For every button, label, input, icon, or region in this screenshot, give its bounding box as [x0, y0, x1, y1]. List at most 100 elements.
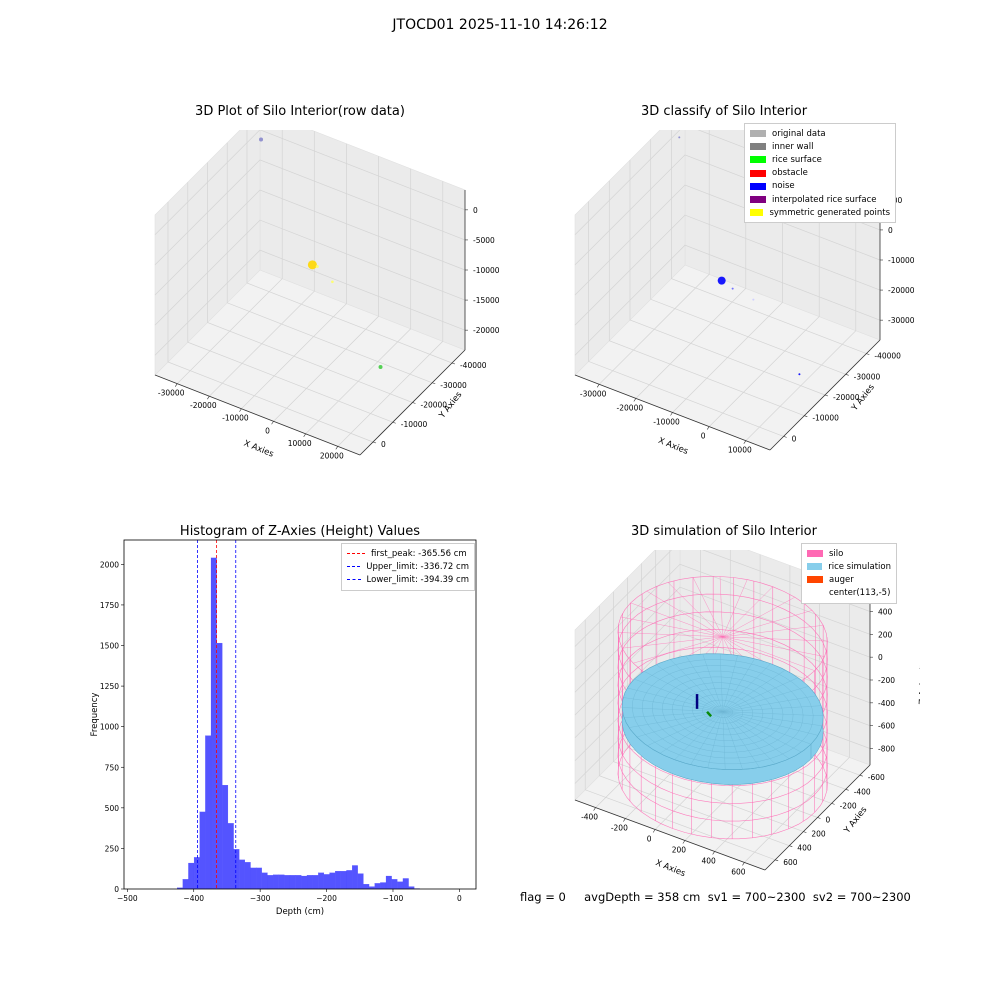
histogram-bar	[295, 875, 302, 890]
silo-spoke	[667, 582, 723, 637]
y-tick-label: -10000	[401, 420, 428, 429]
gridline-y	[650, 139, 846, 375]
silo-spoke	[620, 616, 723, 638]
y-tick-label: -600	[868, 773, 885, 782]
plot1-title: 3D Plot of Silo Interior(row data)	[195, 104, 405, 119]
silo-spoke	[722, 636, 825, 657]
legend-line	[347, 579, 361, 581]
y-tick	[432, 382, 436, 385]
rice-mesh	[647, 711, 723, 746]
rice-mesh	[719, 653, 723, 712]
histogram-bar	[323, 874, 330, 890]
histogram-bar	[357, 873, 364, 890]
histogram-bar	[312, 875, 319, 890]
legend-swatch	[807, 550, 823, 558]
data-point	[752, 298, 755, 301]
y-tick	[845, 374, 849, 376]
x-tick	[712, 851, 715, 855]
rice-mesh	[722, 711, 760, 768]
legend-item-auger: auger	[807, 573, 891, 586]
rice-mesh	[629, 711, 723, 728]
x-tick	[743, 440, 747, 444]
rice-mesh	[685, 655, 723, 712]
z-tick-label: 200	[878, 630, 893, 639]
x-tick-label: 20000	[320, 451, 344, 460]
rice-mesh	[634, 678, 723, 712]
y-tick-label: 1750	[100, 601, 119, 610]
gridline-z	[574, 184, 881, 296]
histogram-bar	[273, 874, 279, 890]
rice-mesh	[722, 663, 771, 712]
rice-mesh	[722, 655, 738, 712]
y-tick	[845, 789, 849, 791]
y-tick	[412, 402, 416, 404]
histogram-bar	[193, 857, 200, 890]
y-tick-label: -20000	[833, 393, 860, 402]
x-tick	[652, 829, 656, 833]
legend-swatch	[750, 169, 766, 177]
z-tick-label: -800	[878, 744, 895, 753]
gridline-y	[608, 180, 805, 417]
histogram-bar	[374, 883, 381, 890]
x-tick-label: 0	[265, 426, 270, 435]
rice-mesh	[722, 711, 743, 770]
histogram-chart: −500 −400 −300 −200 −100 0 0 250 500 750 1000 1250 1…	[90, 539, 477, 917]
x-tick-label: 0	[701, 432, 706, 441]
legend-item-interpolated: interpolated rice surface	[750, 193, 890, 206]
histogram-bar	[284, 875, 291, 890]
x-tick	[174, 383, 178, 387]
rice-mesh	[722, 711, 812, 745]
data-point	[259, 137, 264, 142]
rice-mesh	[722, 711, 776, 765]
gridline-z	[154, 130, 466, 236]
rice-mesh	[627, 687, 723, 712]
y-tick-label: -40000	[874, 352, 901, 361]
rice-mesh	[623, 697, 723, 712]
legend-swatch	[750, 130, 766, 138]
y-tick-label: 2000	[100, 560, 119, 569]
z-tick-label: -30000	[888, 316, 915, 325]
x-axis-line	[574, 799, 766, 871]
z-tick-label: 0	[878, 653, 883, 662]
silo-spoke	[722, 579, 748, 637]
x-tick	[303, 433, 306, 437]
histogram-bar	[188, 862, 195, 890]
data-point	[717, 276, 726, 285]
histogram-bar	[244, 862, 251, 890]
x-axis-label: X Axies	[242, 439, 275, 460]
x-tick-label: -400	[581, 813, 598, 822]
z-tick-label: -10000	[473, 266, 500, 275]
gridline-y	[226, 142, 433, 384]
y-tick	[831, 803, 835, 805]
silo-spoke	[722, 586, 773, 637]
gridline-y	[246, 130, 453, 364]
histogram-bar	[352, 865, 358, 890]
histogram-bar	[278, 874, 285, 890]
gridline-z	[154, 159, 466, 266]
legend-swatch	[750, 143, 766, 151]
legend-swatch	[750, 209, 764, 217]
histogram-bar	[289, 875, 296, 890]
legend-item-lower-limit: Lower_limit: -394.39 cm	[347, 573, 469, 586]
status-footer: flag = 0 avgDepth = 358 cm sv1 = 700~230…	[520, 890, 911, 904]
legend-item-symmetric: symmetric generated points	[750, 206, 890, 219]
y-tick-label: 0	[114, 885, 119, 894]
legend-item-rice-simulation: rice simulation	[807, 560, 891, 573]
plot-frame	[123, 539, 477, 890]
rice-mesh	[670, 659, 723, 712]
histogram-bar	[239, 859, 245, 890]
histogram-bar	[335, 871, 341, 890]
x-tick-label: -30000	[158, 389, 185, 398]
plot2-title: 3D classify of Silo Interior	[640, 104, 808, 119]
gridline-y	[598, 605, 790, 847]
gridline-x	[273, 156, 379, 422]
histogram-bar	[397, 881, 404, 890]
histogram-bar	[205, 735, 212, 890]
figure-title: JTOCD01 2025-11-10 14:26:12	[392, 17, 608, 33]
z-tick-label: -200	[878, 676, 895, 685]
gridline-y	[671, 130, 867, 354]
x-tick-label: -30000	[580, 389, 607, 398]
histogram-bar	[385, 875, 392, 890]
x-tick	[706, 426, 710, 430]
legend-item-original-data: original data	[750, 127, 890, 140]
